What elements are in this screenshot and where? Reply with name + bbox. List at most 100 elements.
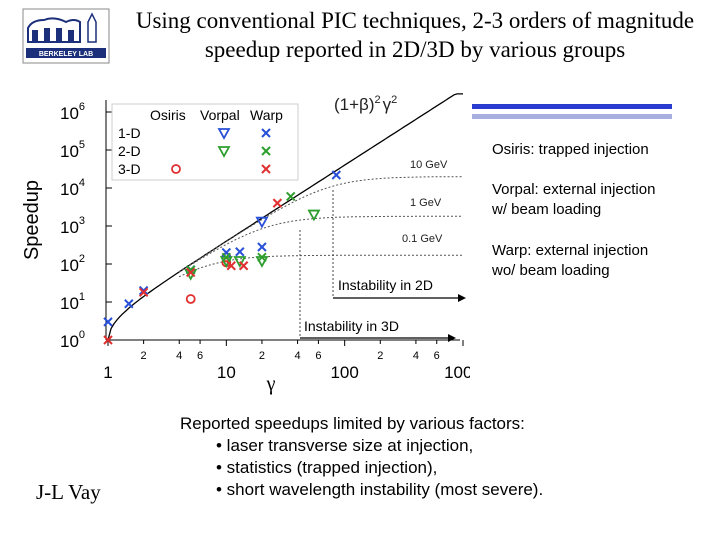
legend-marker-warp-2d [261,146,271,156]
point-warp-3-d-2-stroke-b [186,267,196,278]
curve-label-exp2: 2 [391,94,397,106]
title-line-1: Using conventional PIC techniques, 2-3 o… [135,8,695,33]
curve-ideal [107,93,463,341]
legend-col-vorpal: Vorpal [200,107,240,123]
point-warp-3-d-0-stroke-b [103,335,113,345]
point-warp-1-d-5-stroke-b [235,247,245,257]
tick-layer: 1001011021031041051061101001000246246246 [60,101,470,382]
title-line-2: speedup reported in 2D/3D by various gro… [204,37,626,62]
point-warp-1-d-0 [103,317,113,327]
y-tick-label-4: 104 [60,177,85,199]
legend-marker-warp-3d [261,164,271,174]
point-warp-1-d-2-stroke-b [138,285,149,296]
legend-col-osiris: Osiris [150,107,186,123]
point-warp-1-d-0-stroke-b [103,317,113,327]
instability-3d-label: Instability in 3D [304,318,399,334]
curve-saturation-2 [178,254,463,278]
y-tick-label-1: 101 [60,291,85,313]
point-warp-3-d-0 [103,335,113,345]
point-warp-3-d-3-stroke-b [226,261,236,271]
summary-heading: Reported speedups limited by various fac… [180,414,525,433]
point-warp-3-d-1 [138,287,149,298]
point-warp-1-d-1 [124,299,134,309]
legend-marker-vorpal-1d [217,128,231,140]
instability-3d-arrowhead [448,334,456,342]
y-tick-label-3: 103 [60,215,85,237]
point-warp-2-d-0-stroke-b [186,265,196,275]
point-warp-2-d-3 [286,191,296,202]
y-tick-exponent-0: 0 [79,329,85,341]
x-minor-label-2-1: 4 [413,350,419,362]
x-minor-label-0-2: 6 [197,350,203,362]
legend-markers [171,128,271,174]
y-tick-exponent-3: 3 [79,215,85,227]
x-tick-label-3: 1000 [444,363,470,382]
legend-marker-warp-1d-stroke-b [261,128,271,138]
point-osiris-3-d-0 [185,294,196,304]
x-axis-title: γ [266,373,276,395]
legend-row-3d: 3-D [118,161,141,177]
point-warp-1-d-7 [331,170,342,180]
legend-marker-warp-3d-stroke-b [261,164,271,174]
speedup-chart: 1001011021031041051061101001000246246246… [21,93,470,395]
point-warp-3-d-4 [238,261,249,271]
author-name: J-L Vay [36,480,101,504]
note-warp: Warp: external injection wo/ beam loadin… [492,242,649,279]
curve-saturation-1 [178,215,463,273]
curve-label-01gev: 0.1 GeV [402,233,443,245]
x-minor-label-1-2: 6 [315,350,321,362]
point-warp-1-d-1-stroke-b [124,299,134,309]
point-warp-2-d-1-stroke-b [221,252,232,263]
point-vorpal-1-d-0 [255,216,269,229]
point-warp-3-d-4-stroke-b [238,261,249,271]
summary-bullet-3: • short wavelength instability (most sev… [216,480,544,499]
y-tick-exponent-5: 5 [79,139,85,151]
curve-label-exp1: 2 [374,94,380,106]
x-minor-label-0-0: 2 [141,350,147,362]
curve-layer [107,93,464,341]
point-warp-1-d-6 [257,242,267,252]
y-tick-label-2: 102 [60,253,85,275]
legend-row-1d: 1-D [118,125,141,141]
y-tick-exponent-2: 2 [79,253,85,265]
point-vorpal-2-d-2 [233,256,247,268]
point-warp-2-d-2-stroke-b [257,252,267,263]
point-warp-2-d-1 [221,252,232,263]
instability-2d-arrowhead [458,294,466,302]
point-warp-3-d-2 [186,267,196,278]
legend-marker-vorpal-2d [217,146,231,158]
y-tick-label-5: 105 [60,139,85,161]
x-minor-label-1-0: 2 [259,350,265,362]
summary-bullet-1: • laser transverse size at injection, [216,436,474,455]
legend-col-warp: Warp [250,107,283,123]
point-warp-2-d-3-stroke-b [286,191,296,202]
point-layer [103,170,342,345]
y-tick-label-0: 100 [60,329,85,351]
x-minor-label-1-1: 4 [295,350,301,362]
point-warp-3-d-1-stroke-b [138,287,149,298]
y-tick-exponent-1: 1 [79,291,85,303]
legend-marker-warp-2d-stroke-b [261,146,271,156]
svg-text:BERKELEY LAB: BERKELEY LAB [39,51,93,58]
curve-label-main: (1+β) [334,95,374,114]
x-minor-label-2-2: 6 [434,350,440,362]
y-axis-title: Speedup [21,180,43,260]
note-osiris: Osiris: trapped injection [492,141,649,158]
x-minor-label-2-0: 2 [377,350,383,362]
curve-label-1gev: 1 GeV [410,197,442,209]
accent-rule-light [472,114,672,119]
point-warp-3-d-5 [272,198,283,208]
point-warp-1-d-6-stroke-b [257,242,267,252]
legend-marker-osiris-3d [171,164,181,174]
point-warp-3-d-5-stroke-b [272,198,283,208]
x-tick-label-0: 1 [103,363,112,382]
point-vorpal-2-d-4 [307,209,321,222]
point-warp-1-d-2 [138,285,149,296]
summary-block: Reported speedups limited by various fac… [180,413,640,501]
x-tick-label-1: 10 [217,363,236,382]
instability-2d-label: Instability in 2D [338,277,433,293]
y-tick-label-6: 106 [60,101,85,123]
point-warp-3-d-3 [226,261,236,271]
x-minor-label-0-1: 4 [176,350,182,362]
x-tick-label-2: 100 [330,363,358,382]
